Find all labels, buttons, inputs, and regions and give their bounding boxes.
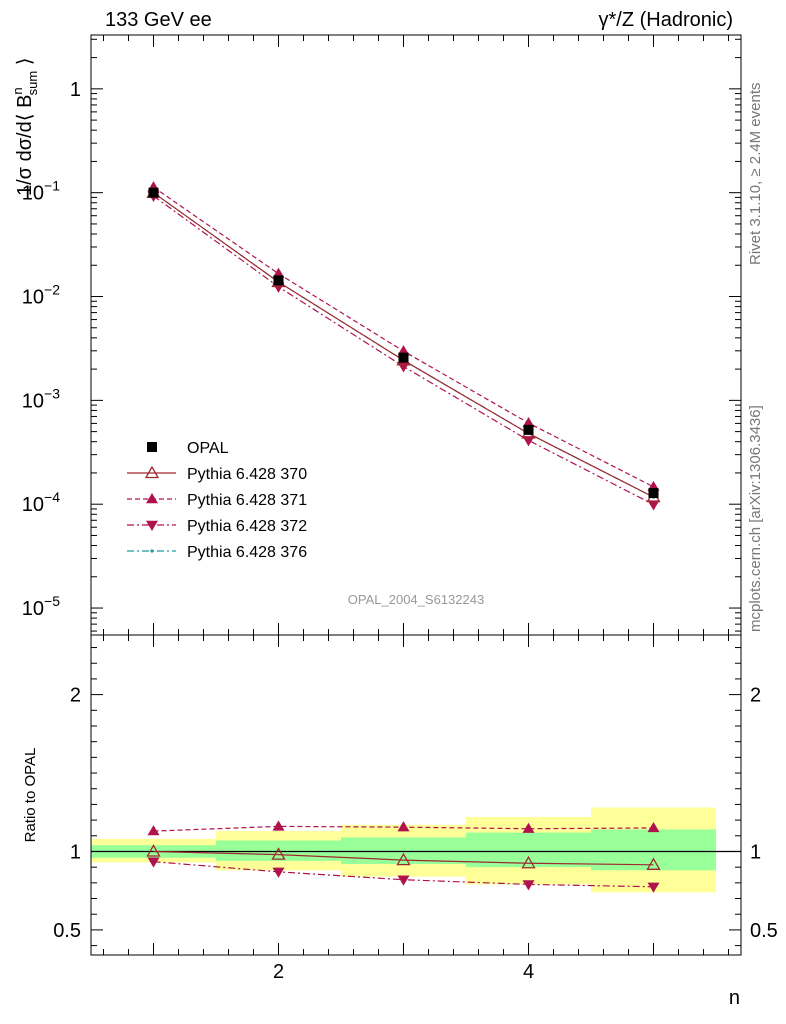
tick-exponent: −3 bbox=[44, 385, 60, 401]
band-green bbox=[466, 832, 591, 868]
main-series-2-line bbox=[153, 186, 654, 488]
main-y-tick-label: 10−4 bbox=[22, 489, 60, 516]
legend-label: Pythia 6.428 371 bbox=[187, 492, 307, 509]
ratio-series-0-point bbox=[646, 857, 661, 870]
main-series-3-point bbox=[647, 500, 660, 511]
ratio-series-1-point bbox=[522, 822, 535, 833]
ratio-series-2-point bbox=[147, 857, 160, 868]
ratio-series-2-point bbox=[522, 880, 535, 891]
main-y-axis-label: 1/σ dσ/d⟨ Bnsum ⟩ bbox=[10, 57, 40, 196]
legend-label: Pythia 6.428 376 bbox=[187, 544, 307, 561]
rivet-version-label: Rivet 3.1.10, ≥ 2.4M events bbox=[747, 83, 764, 266]
main-y-tick-label: 10−2 bbox=[22, 282, 60, 309]
main-y-tick-label: 1 bbox=[70, 79, 81, 101]
main-series-0-point bbox=[398, 352, 409, 363]
legend-marker bbox=[147, 442, 157, 452]
ratio-series-1-point bbox=[147, 825, 160, 836]
ratio-series-0-point bbox=[271, 847, 286, 860]
ratio-series-0-point bbox=[396, 852, 411, 866]
tick-base: 10 bbox=[22, 598, 44, 620]
ratio-series-1-point bbox=[647, 821, 660, 833]
ratio-uncertainty-bands bbox=[91, 807, 741, 893]
ratio-series-0-point bbox=[521, 855, 536, 869]
tick-exponent: −1 bbox=[44, 178, 60, 194]
ratio-y-axis-label: Ratio to OPAL bbox=[22, 748, 39, 843]
data-series bbox=[146, 181, 661, 893]
legend-marker bbox=[146, 493, 158, 504]
legend-label: OPAL bbox=[187, 440, 229, 457]
ratio-series-0-point bbox=[146, 844, 161, 857]
x-tick-label: 4 bbox=[523, 961, 534, 983]
ratio-y-tick-label-left: 1 bbox=[70, 841, 81, 863]
tick-base: 1 bbox=[70, 79, 81, 101]
ratio-panel-frame bbox=[90, 634, 742, 956]
legend-marker bbox=[146, 520, 158, 531]
legend-label: Pythia 6.428 372 bbox=[187, 518, 307, 535]
mcplots-source-label: mcplots.cern.ch [arXiv:1306.3436] bbox=[747, 405, 764, 632]
ratio-series-2-point bbox=[647, 882, 660, 893]
main-series-0-point bbox=[648, 488, 659, 499]
ratio-y-tick-label-left: 0.5 bbox=[53, 920, 81, 942]
legend-marker bbox=[144, 465, 160, 479]
tick-base: 10 bbox=[22, 183, 44, 205]
main-series-2-point bbox=[272, 267, 285, 278]
ratio-y-tick-label-right: 2 bbox=[750, 685, 761, 707]
analysis-watermark: OPAL_2004_S6132243 bbox=[348, 592, 484, 607]
main-series-0-point bbox=[148, 187, 159, 198]
ratio-series-2-point bbox=[397, 875, 410, 886]
tick-base: 10 bbox=[22, 494, 44, 516]
axis-ticks bbox=[91, 35, 741, 955]
main-y-tick-label: 10−3 bbox=[22, 385, 60, 412]
header-left-label: 133 GeV ee bbox=[105, 9, 212, 31]
tick-base: 10 bbox=[22, 390, 44, 412]
ratio-series-1-point bbox=[397, 821, 410, 832]
ratio-series-2-point bbox=[272, 867, 285, 878]
tick-exponent: −2 bbox=[44, 282, 60, 298]
ratio-series-0-line bbox=[153, 850, 654, 866]
x-tick-label: 2 bbox=[273, 961, 284, 983]
tick-labels: 110−110−210−310−410−52 40.5 0.51 12 2 bbox=[22, 79, 778, 983]
y-label-text: 1/σ dσ/d⟨ B bbox=[14, 95, 36, 196]
legend: OPAL Pythia 6.428 370 Pythia 6.428 371 Pyth… bbox=[127, 440, 307, 561]
main-series-0-point bbox=[523, 424, 534, 435]
main-series-3-point bbox=[522, 436, 535, 447]
band-green bbox=[216, 840, 341, 861]
legend-label: Pythia 6.428 370 bbox=[187, 466, 307, 483]
legend-marker bbox=[150, 549, 154, 553]
tick-exponent: −4 bbox=[44, 489, 60, 505]
tick-base: 10 bbox=[22, 287, 44, 309]
main-y-tick-label: 10−1 bbox=[22, 178, 60, 205]
main-series-2-point bbox=[522, 417, 535, 428]
main-y-tick-label: 10−5 bbox=[22, 593, 60, 620]
main-series-0-point bbox=[273, 275, 284, 286]
ratio-series-1-point bbox=[272, 820, 285, 831]
x-axis-label: n bbox=[729, 987, 740, 1009]
y-label-sup: n bbox=[10, 87, 25, 94]
ratio-y-tick-label-right: 0.5 bbox=[750, 920, 778, 942]
tick-exponent: −5 bbox=[44, 593, 60, 609]
header-right-label: γ*/Z (Hadronic) bbox=[599, 9, 733, 31]
y-label-sub: sum bbox=[25, 71, 40, 96]
ratio-y-tick-label-left: 2 bbox=[70, 685, 81, 707]
main-series-3-point bbox=[397, 362, 410, 373]
ratio-y-tick-label-right: 1 bbox=[750, 841, 761, 863]
y-label-close: ⟩ bbox=[14, 57, 36, 70]
band-green bbox=[591, 829, 716, 871]
